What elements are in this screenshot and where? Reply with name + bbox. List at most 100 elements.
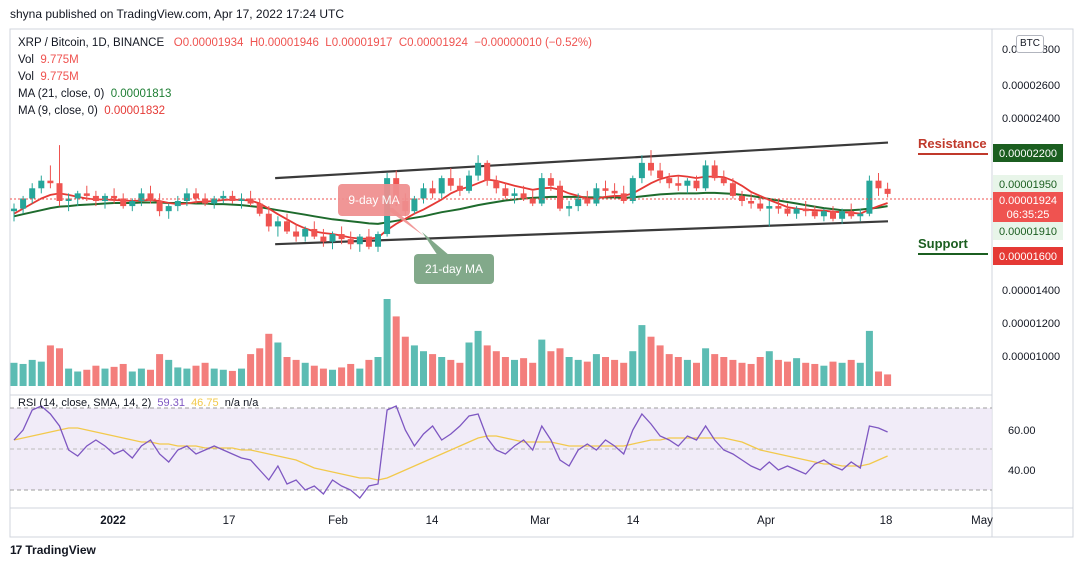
volume-bar — [583, 361, 591, 386]
price-tick-label: 0.00001400 — [1002, 285, 1060, 297]
time-tick-label: Apr — [757, 515, 775, 527]
candle-body — [438, 178, 445, 194]
volume-bar — [329, 369, 336, 386]
volume-bars — [10, 299, 892, 386]
symbol-name: XRP / Bitcoin, 1D, BINANCE — [18, 37, 165, 49]
chart-legend: XRP / Bitcoin, 1D, BINANCE O0.00001934 H… — [18, 35, 592, 120]
volume-bar — [319, 368, 327, 386]
resistance-price-tag-text: 0.00002200 — [999, 148, 1057, 160]
volume-bar — [875, 371, 882, 386]
candle-body — [165, 206, 172, 212]
volume-bar — [501, 357, 509, 386]
volume-bar — [520, 358, 528, 386]
candle-body — [802, 208, 809, 212]
volume-bar — [274, 342, 282, 386]
candle-body — [229, 195, 236, 201]
volume-bar — [110, 366, 118, 386]
volume-bar — [265, 333, 273, 386]
rsi-legend: RSI (14, close, SMA, 14, 2) 59.31 46.75 … — [18, 397, 258, 409]
candles — [11, 145, 891, 252]
volume-bar — [702, 348, 710, 386]
currency-badge[interactable]: BTC — [1016, 35, 1044, 53]
volume-bar — [647, 336, 655, 386]
volume-bar — [529, 362, 537, 386]
volume-bar — [729, 359, 737, 386]
tradingview-logo[interactable]: 17 TradingView — [10, 543, 96, 557]
candle-body — [502, 188, 509, 196]
candle-body — [693, 180, 700, 189]
volume-bar — [511, 359, 518, 386]
candle-body — [120, 198, 127, 207]
volume-bar — [420, 351, 427, 386]
candle-body — [775, 206, 782, 209]
candle-body — [65, 198, 72, 201]
time-tick-label: 18 — [880, 515, 893, 527]
candle-body — [11, 208, 17, 212]
volume-bar — [629, 351, 637, 386]
candle-body — [20, 198, 27, 209]
candle-body — [347, 239, 354, 245]
candle-body — [866, 180, 873, 214]
candle-body — [247, 198, 254, 204]
candle-body — [547, 178, 554, 186]
candle-body — [638, 162, 645, 179]
ma21-callout: 21-day MA — [414, 254, 494, 284]
candle-body — [365, 236, 372, 247]
candle-body — [629, 178, 636, 201]
candle-body — [329, 234, 336, 242]
volume-bar — [174, 367, 182, 386]
candle-body — [156, 201, 163, 212]
chart-frame — [9, 28, 1074, 538]
volume-bar — [447, 359, 455, 386]
ma9-row: MA (9, close, 0) 0.00001832 — [18, 103, 592, 120]
upper-price-tag-bg — [993, 175, 1063, 193]
tradingview-mark-icon: 17 — [10, 543, 22, 557]
ohlc-change: −0.00000010 (−0.52%) — [474, 37, 592, 49]
candle-body — [466, 175, 472, 191]
volume-bar — [283, 357, 291, 386]
candle-body — [557, 185, 563, 209]
candle-body — [830, 211, 836, 219]
candle-body — [602, 188, 609, 191]
volume-bar — [784, 361, 791, 386]
volume-bar — [574, 359, 582, 386]
candle-body — [475, 162, 482, 176]
volume-bar — [201, 362, 209, 386]
candle-body — [102, 195, 108, 201]
current-price-tag-bg — [993, 192, 1063, 208]
rsi-band — [10, 407, 992, 491]
candle-body — [129, 201, 136, 207]
countdown-tag-bg — [993, 206, 1063, 222]
rsi-lines — [13, 405, 888, 499]
support-underline — [918, 253, 988, 255]
candle-body — [47, 180, 54, 184]
volume-bar — [292, 359, 300, 386]
candle-body — [375, 234, 381, 247]
volume-bar — [483, 345, 491, 386]
ma9-label: MA (9, close, 0) — [18, 105, 98, 117]
candle-body — [584, 198, 591, 204]
publisher-line: shyna published on TradingView.com, Apr … — [10, 7, 344, 21]
rsi-line — [13, 405, 888, 499]
volume-bar — [465, 342, 473, 386]
volume-bar — [456, 362, 464, 386]
volume-bar — [192, 365, 200, 386]
lower-price-tag-text: 0.00001910 — [999, 226, 1057, 238]
candle-body — [520, 193, 527, 199]
rsi-sma-value: 46.75 — [191, 397, 219, 409]
time-tick-label: 14 — [426, 515, 439, 527]
channel-upper-line — [275, 141, 889, 180]
time-tick-label: May — [971, 515, 993, 527]
candle-body — [284, 221, 290, 232]
candle-body — [766, 206, 773, 209]
candle-body — [211, 198, 218, 204]
candle-body — [620, 193, 627, 201]
candle-body — [702, 165, 709, 189]
ma9-value: 0.00001832 — [104, 105, 166, 117]
volume-bar — [128, 371, 136, 386]
volume-bar — [674, 357, 682, 386]
volume-bar — [865, 330, 873, 386]
candle-body — [611, 190, 618, 194]
vol-row-2: Vol 9.775M — [18, 69, 592, 86]
